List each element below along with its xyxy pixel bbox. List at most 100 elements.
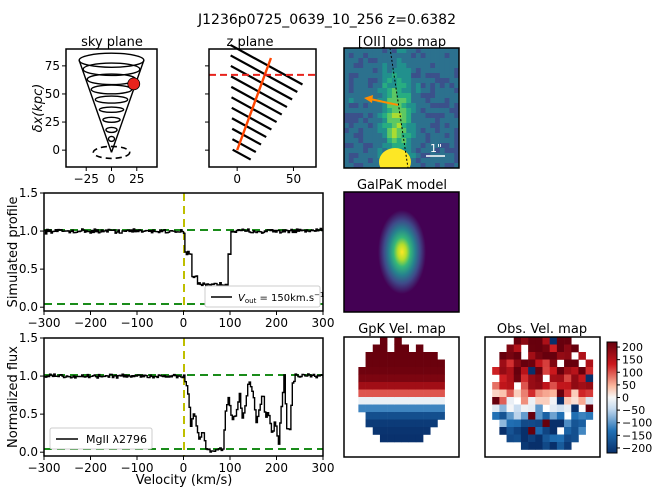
oii-pixel bbox=[396, 88, 402, 94]
obs-velocity-pixel bbox=[578, 397, 586, 405]
oii-pixel bbox=[411, 93, 417, 99]
oii-pixel bbox=[411, 123, 417, 129]
oii-pixel bbox=[348, 103, 354, 109]
oii-pixel bbox=[430, 63, 436, 69]
oii-pixel bbox=[348, 53, 354, 59]
oii-pixel bbox=[425, 48, 431, 54]
gpk-velocity-pixel bbox=[430, 374, 438, 383]
oii-pixel bbox=[396, 108, 402, 114]
oii-pixel bbox=[372, 113, 378, 119]
oii-pixel bbox=[449, 133, 455, 139]
oii-pixel bbox=[396, 73, 402, 79]
obs-velocity-pixel bbox=[549, 382, 558, 390]
oii-pixel bbox=[367, 128, 374, 134]
z-cone-slice bbox=[231, 127, 262, 146]
gpk-velocity-pixel bbox=[401, 374, 409, 383]
oii-pixel bbox=[367, 113, 374, 119]
obs-velocity-pixel bbox=[578, 382, 586, 390]
gpk-velocity-pixel bbox=[430, 367, 438, 375]
oii-pixel bbox=[372, 83, 378, 89]
oii-pixel bbox=[353, 123, 359, 129]
oii-pixel bbox=[344, 68, 350, 74]
oii-pixel bbox=[444, 93, 450, 99]
oii-pixel bbox=[444, 123, 450, 129]
oii-pixel bbox=[406, 148, 412, 154]
oii-pixel bbox=[430, 98, 436, 104]
oii-pixel bbox=[348, 158, 354, 164]
z-plane-title: z plane bbox=[226, 35, 273, 50]
oii-pixel bbox=[358, 158, 364, 164]
oii-pixel bbox=[444, 148, 450, 154]
oii-pixel bbox=[415, 93, 422, 99]
oii-pixel bbox=[387, 103, 393, 109]
obs-velocity-pixel bbox=[499, 419, 507, 428]
oii-pixel bbox=[353, 53, 359, 59]
oii-pixel bbox=[377, 123, 383, 129]
obs-velocity-pixel bbox=[535, 374, 543, 383]
oii-pixel bbox=[353, 103, 359, 109]
oii-pixel bbox=[449, 93, 455, 99]
oii-pixel bbox=[348, 143, 354, 149]
oii-pixel bbox=[430, 133, 436, 139]
gpk-velocity-pixel bbox=[415, 397, 424, 405]
z-plane-panel: z plane 0 50 bbox=[205, 35, 317, 186]
oii-pixel bbox=[348, 118, 354, 124]
oii-pixel bbox=[420, 78, 426, 84]
oii-pixel bbox=[449, 108, 455, 114]
gpk-velocity-pixel bbox=[365, 389, 374, 398]
oii-pixel bbox=[454, 123, 459, 129]
oii-pixel bbox=[396, 98, 402, 104]
obs-velocity-pixel bbox=[520, 397, 529, 405]
obs-velocity-pixel bbox=[535, 389, 543, 398]
oii-pixel bbox=[363, 133, 369, 139]
gpk-velocity-pixel bbox=[387, 419, 395, 428]
oii-pixel bbox=[444, 153, 450, 159]
oii-pixel bbox=[344, 163, 350, 168]
sky-cone-edge bbox=[110, 60, 145, 153]
y-tick-label: 0.0 bbox=[19, 300, 38, 314]
obs-velocity-pixel bbox=[564, 382, 572, 390]
oii-pixel bbox=[420, 73, 426, 79]
gpk-velocity-pixel bbox=[423, 427, 431, 435]
oii-pixel bbox=[425, 88, 431, 94]
oii-pixel bbox=[367, 163, 374, 168]
oii-pixel bbox=[415, 83, 422, 89]
oii-pixel bbox=[344, 103, 350, 109]
gpk-velocity-pixel bbox=[372, 404, 381, 413]
obs-velocity-pixel bbox=[571, 404, 579, 413]
oii-pixel bbox=[444, 103, 450, 109]
obs-velocity-pixel bbox=[535, 427, 543, 435]
gpk-velocity-pixel bbox=[430, 359, 438, 368]
x-tick-label: −200 bbox=[74, 316, 107, 330]
oii-pixel bbox=[411, 73, 417, 79]
oii-pixel bbox=[382, 128, 388, 134]
oii-pixel bbox=[358, 48, 364, 54]
oii-pixel bbox=[344, 48, 350, 54]
gpk-velocity-pixel bbox=[379, 359, 388, 368]
oii-pixel bbox=[348, 58, 354, 64]
z-cone-slice bbox=[229, 43, 304, 86]
oii-pixel bbox=[439, 58, 446, 64]
oii-pixel bbox=[430, 103, 436, 109]
obs-velocity-pixel bbox=[499, 397, 507, 405]
obs-velocity-pixel bbox=[571, 359, 579, 368]
sky-y-tick-label: 0 bbox=[52, 143, 60, 157]
z-cone-slice bbox=[232, 148, 252, 161]
oii-pixel bbox=[435, 123, 441, 129]
gpk-velocity-pixel bbox=[379, 344, 388, 353]
oii-pixel bbox=[454, 153, 459, 159]
gpk-velocity-pixel bbox=[401, 427, 409, 435]
gpk-velocity-pixel bbox=[401, 419, 409, 428]
oii-pixel bbox=[444, 58, 450, 64]
y-tick-label: 0.5 bbox=[19, 262, 38, 276]
oii-pixel bbox=[425, 133, 431, 139]
oii-pixel bbox=[377, 58, 383, 64]
oii-pixel bbox=[353, 108, 359, 114]
obs-velocity-pixel bbox=[542, 337, 550, 345]
gpk-velocity-pixel bbox=[358, 382, 366, 390]
oii-pixel bbox=[377, 78, 383, 84]
oii-pixel bbox=[439, 118, 446, 124]
oii-pixel bbox=[367, 78, 374, 84]
sky-cone-edge bbox=[78, 60, 113, 153]
oii-pixel bbox=[363, 113, 369, 119]
